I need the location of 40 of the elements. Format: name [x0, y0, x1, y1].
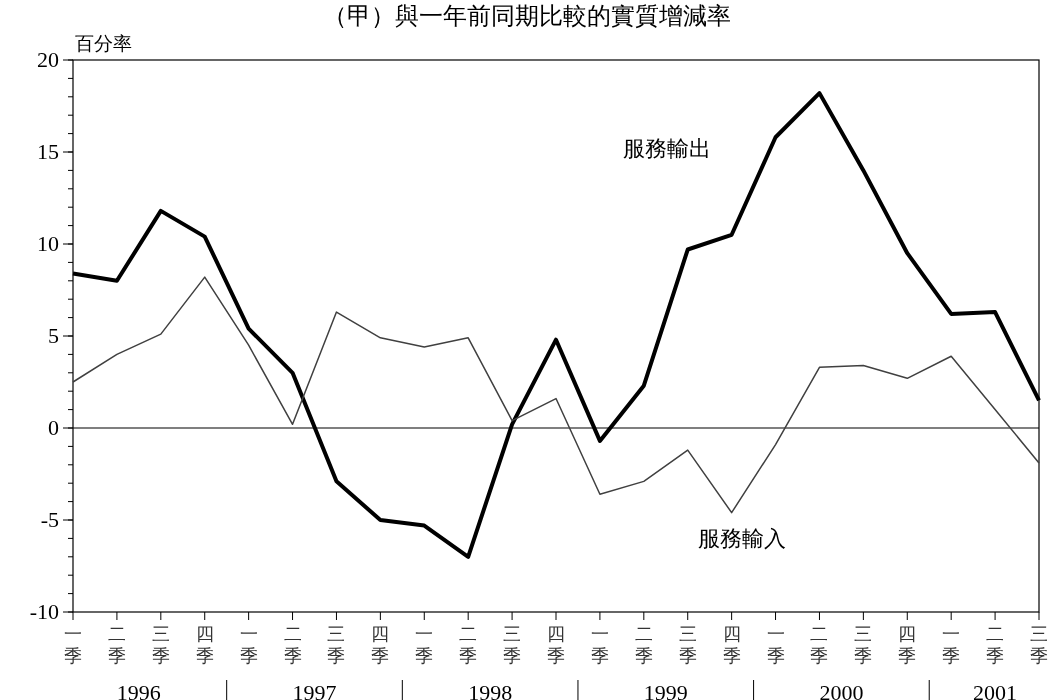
x-tick-label: 一季 [590, 624, 609, 666]
x-tick-label: 一季 [766, 624, 785, 666]
text: 1996 [116, 680, 161, 700]
y-tick-label: -10 [29, 599, 59, 624]
series-label: 服務輸入 [697, 525, 786, 551]
text: 1999 [643, 680, 688, 700]
text: 2001 [973, 680, 1018, 700]
x-tick-label: 二季 [810, 624, 829, 666]
text: 1997 [292, 680, 337, 700]
x-tick-label: 三季 [151, 624, 170, 666]
text: 服務輸出 [623, 135, 712, 161]
y-axis-title: 百分率 [75, 33, 132, 54]
y-tick-label: 5 [48, 323, 59, 348]
x-tick-label: 二季 [107, 624, 126, 666]
x-tick-label: 一季 [942, 624, 961, 666]
x-tick-label: 二季 [986, 624, 1005, 666]
x-tick-label: 四季 [898, 624, 917, 666]
y-tick-label: 20 [37, 47, 59, 72]
x-tick-label: 一季 [64, 624, 82, 666]
x-tick-label: 二季 [634, 624, 653, 666]
y-tick-label: 0 [48, 415, 59, 440]
x-tick-label: 四季 [195, 624, 214, 666]
x-tick-label: 三季 [327, 624, 346, 666]
x-tick-label: 一季 [415, 624, 434, 666]
text: 1998 [468, 680, 513, 700]
y-tick-label: 15 [37, 139, 59, 164]
y-tick-label: -5 [40, 507, 59, 532]
x-tick-label: 二季 [283, 624, 302, 666]
x-tick-label: 三季 [1030, 624, 1048, 666]
x-tick-label: 三季 [854, 624, 873, 666]
chart-title: （甲）與一年前同期比較的實質增減率 [323, 3, 731, 29]
x-tick-label: 二季 [459, 624, 478, 666]
x-tick-label: 四季 [722, 624, 741, 666]
x-tick-label: 一季 [239, 624, 258, 666]
x-tick-label: 四季 [371, 624, 390, 666]
x-tick-label: 四季 [547, 624, 565, 666]
text: 2000 [819, 680, 864, 700]
y-tick-label: 10 [37, 231, 59, 256]
x-tick-label: 三季 [678, 624, 697, 666]
x-tick-label: 三季 [503, 624, 522, 666]
